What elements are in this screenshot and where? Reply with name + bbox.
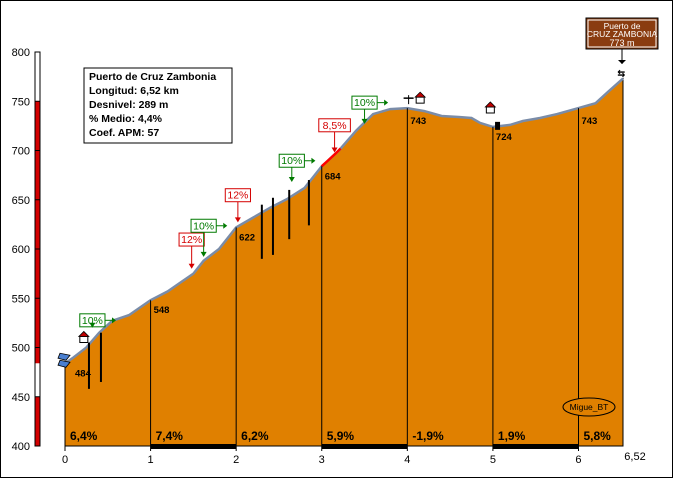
summit-sign-line2: CRUZ ZAMBONIA bbox=[587, 29, 658, 39]
y-tick-label: 800 bbox=[12, 47, 30, 59]
y-tick-label: 450 bbox=[12, 392, 30, 404]
x-axis-km-band bbox=[150, 444, 237, 449]
km-elevation-labels: 484 548 622 684 743 724 743 bbox=[75, 116, 597, 379]
profile-decorations: ⇆ bbox=[57, 69, 626, 389]
profile-area bbox=[64, 77, 624, 447]
km-elevation-label: 548 bbox=[154, 305, 170, 316]
author-badge: Migue_BT bbox=[562, 397, 616, 417]
ramp-label-text: 8,5% bbox=[323, 120, 347, 132]
x-tick-label: 5 bbox=[490, 454, 496, 466]
ramp-arrow-head bbox=[288, 177, 295, 183]
x-tick-label: 0 bbox=[62, 454, 68, 466]
summit-sign-board bbox=[585, 17, 659, 50]
ramp-arrow-head bbox=[200, 251, 207, 257]
km-elevation-label: 743 bbox=[581, 116, 597, 127]
segment-gradient-label: 6,2% bbox=[241, 429, 269, 443]
segment-gradient-label: 1,9% bbox=[498, 429, 526, 443]
ramp-label-text: 10% bbox=[354, 97, 375, 109]
km-elevation-label: 724 bbox=[496, 132, 513, 143]
house-icon bbox=[415, 96, 425, 104]
house-icon bbox=[485, 106, 495, 114]
x-axis-km-band bbox=[492, 444, 579, 449]
info-desnivel: Desnivel: 289 m bbox=[89, 99, 168, 111]
ramp-side-arrow-head bbox=[311, 157, 316, 164]
segment-gradient-label: 5,9% bbox=[327, 429, 355, 443]
km-elevation-label: 684 bbox=[325, 171, 342, 182]
y-tick-label: 650 bbox=[12, 195, 30, 207]
km-elevation-label: 743 bbox=[410, 116, 426, 127]
summit-sign-line1: Puerto de bbox=[604, 21, 641, 31]
x-axis: 0 1 2 3 4 5 6 6,52 bbox=[62, 444, 646, 466]
y-axis-bar-red-lower bbox=[35, 396, 40, 446]
ramp-arrow-head bbox=[89, 322, 96, 328]
author-ellipse bbox=[562, 397, 616, 417]
ramp-arrow-head bbox=[188, 263, 195, 269]
x-tick-label: 1 bbox=[148, 454, 154, 466]
junction-marker-icon bbox=[495, 121, 501, 130]
ramp-arrow-head bbox=[234, 217, 241, 223]
info-box-frame bbox=[83, 67, 233, 144]
ramp-side-arrow-head bbox=[111, 317, 116, 324]
segment-gradient-label: 6,4% bbox=[70, 429, 98, 443]
segment-gradient-label: 7,4% bbox=[156, 429, 184, 443]
y-tick-label: 600 bbox=[12, 244, 30, 256]
info-coef: Coef. APM: 57 bbox=[89, 127, 159, 139]
ramp-label-text: 10% bbox=[82, 315, 103, 327]
summit-arrow-icon: ⇆ bbox=[618, 69, 626, 79]
segment-gradient-label: 5,8% bbox=[583, 429, 611, 443]
x-tick-label: 2 bbox=[233, 454, 239, 466]
info-medio: % Medio: 4,4% bbox=[89, 113, 163, 125]
y-tick-label: 550 bbox=[12, 293, 30, 305]
ramp-label-text: 12% bbox=[181, 234, 202, 246]
info-longitud: Longitud: 6,52 km bbox=[89, 85, 179, 97]
km-lines bbox=[150, 108, 579, 446]
y-tick-label: 750 bbox=[12, 96, 30, 108]
x-axis-km-band bbox=[321, 444, 408, 449]
summit-sign: Puerto de CRUZ ZAMBONIA 773 m bbox=[585, 17, 659, 64]
ramp-arrow-head bbox=[331, 147, 338, 153]
ramp-arrow-head bbox=[361, 118, 368, 124]
house-icon bbox=[79, 336, 89, 343]
ramp-markers: 10% 12% 10% 12% 10% 8,5% 10% bbox=[79, 95, 389, 328]
y-axis-ticks: 400 450 500 550 600 650 700 750 800 bbox=[12, 47, 40, 453]
y-tick-label: 400 bbox=[12, 441, 30, 453]
x-end-label: 6,52 bbox=[624, 451, 645, 463]
y-tick-label: 700 bbox=[12, 146, 30, 158]
house-roof-icon bbox=[484, 101, 497, 108]
house-roof-icon bbox=[414, 91, 427, 98]
ramp-label-text: 10% bbox=[281, 155, 302, 167]
start-sign-lower-icon bbox=[57, 359, 71, 368]
info-box: Puerto de Cruz Zambonia Longitud: 6,52 k… bbox=[83, 67, 233, 144]
km-elevation-label: 622 bbox=[239, 232, 255, 243]
info-name: Puerto de Cruz Zambonia bbox=[89, 71, 216, 83]
y-tick-label: 500 bbox=[12, 343, 30, 355]
ramp-side-arrow-head bbox=[223, 222, 228, 229]
km-elevation-label: 484 bbox=[75, 368, 92, 379]
segment-gradient-label: -1,9% bbox=[412, 429, 444, 443]
x-tick-label: 3 bbox=[319, 454, 325, 466]
start-sign-icon bbox=[57, 352, 71, 361]
segment-gradient-labels: 6,4% 7,4% 6,2% 5,9% -1,9% 1,9% 5,8% bbox=[70, 429, 611, 443]
summit-sign-line3: 773 m bbox=[609, 38, 634, 48]
ramp-label-text: 12% bbox=[227, 190, 248, 202]
ramp-side-arrow-head bbox=[384, 99, 389, 106]
summit-sign-inner-border bbox=[587, 19, 657, 48]
ramp-label-text: 10% bbox=[193, 220, 214, 232]
steep-section-line bbox=[320, 147, 342, 168]
summit-sign-arrow bbox=[618, 60, 626, 64]
y-axis-bar-red-upper bbox=[35, 101, 40, 364]
author-label: Migue_BT bbox=[570, 402, 609, 412]
x-tick-label: 6 bbox=[575, 454, 581, 466]
house-roof-icon bbox=[77, 330, 90, 337]
x-tick-label: 4 bbox=[404, 454, 410, 466]
